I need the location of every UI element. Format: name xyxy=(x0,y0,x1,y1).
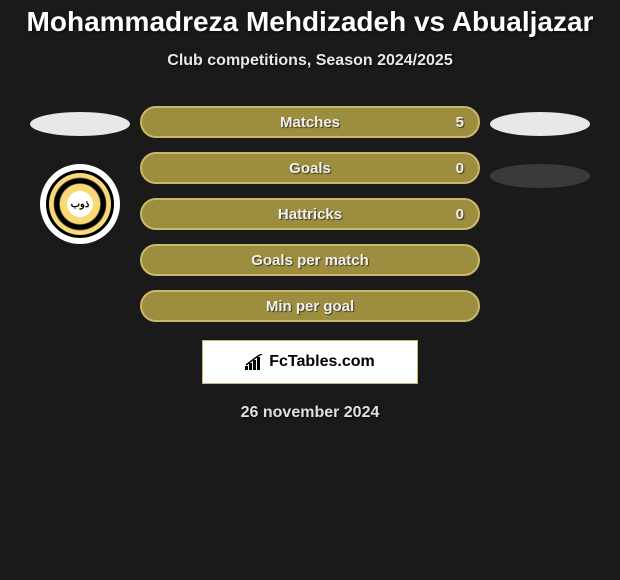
stat-bar-min-per-goal: Min per goal xyxy=(140,290,480,322)
stat-bar-goals: Goals 0 xyxy=(140,152,480,184)
player-right-name-ellipse xyxy=(490,112,590,136)
club-logo-left: ذوب xyxy=(40,164,120,244)
stat-bar-goals-per-match: Goals per match xyxy=(140,244,480,276)
stat-right-value: 5 xyxy=(456,114,464,131)
stats-column: Matches 5 Goals 0 Hattricks 0 Goals per … xyxy=(140,106,480,322)
stat-label: Hattricks xyxy=(278,206,342,223)
page-title: Mohammadreza Mehdizadeh vs Abualjazar xyxy=(0,6,620,38)
player-right-column xyxy=(480,106,600,216)
stat-label: Min per goal xyxy=(266,298,354,315)
footer-brand-text: FcTables.com xyxy=(269,353,375,371)
date-text: 26 november 2024 xyxy=(0,404,620,422)
footer-brand: FcTables.com xyxy=(245,353,375,371)
stat-right-value: 0 xyxy=(456,160,464,177)
main-row: ذوب Matches 5 Goals 0 Hattricks 0 xyxy=(0,106,620,322)
stat-bar-hattricks: Hattricks 0 xyxy=(140,198,480,230)
stat-label: Goals per match xyxy=(251,252,369,269)
subtitle: Club competitions, Season 2024/2025 xyxy=(0,52,620,70)
club-right-ellipse xyxy=(490,164,590,188)
stat-bar-matches: Matches 5 xyxy=(140,106,480,138)
stat-label: Goals xyxy=(289,160,331,177)
comparison-widget: Mohammadreza Mehdizadeh vs Abualjazar Cl… xyxy=(0,0,620,422)
club-logo-inner: ذوب xyxy=(49,173,111,235)
stat-label: Matches xyxy=(280,114,340,131)
chart-icon xyxy=(245,354,265,370)
player-left-name-ellipse xyxy=(30,112,130,136)
stat-right-value: 0 xyxy=(456,206,464,223)
footer-brand-box[interactable]: FcTables.com xyxy=(202,340,418,384)
club-logo-center: ذوب xyxy=(67,191,93,217)
player-left-column: ذوب xyxy=(20,106,140,244)
